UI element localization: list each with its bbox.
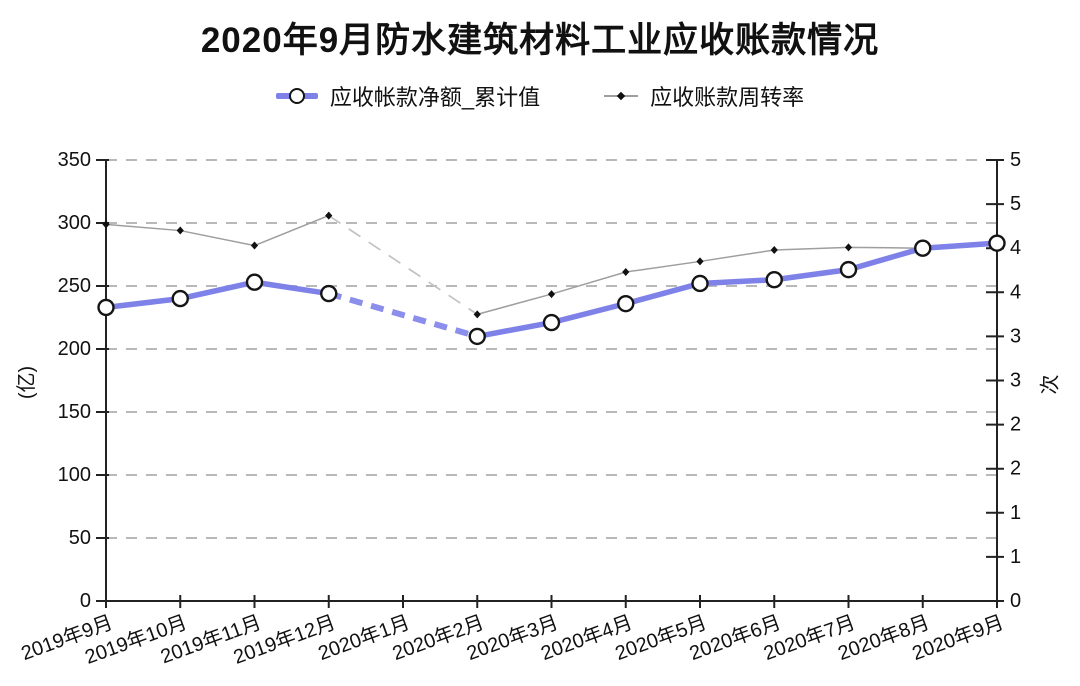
axis-tick-label: 50 xyxy=(69,527,91,549)
open-circle-marker xyxy=(839,260,858,279)
legend: 应收帐款净额_累计值 应收账款周转率 xyxy=(0,80,1080,112)
series-gap-dashed-left xyxy=(327,290,479,340)
open-circle-marker xyxy=(988,234,1006,252)
open-circle-marker xyxy=(320,284,338,303)
open-circle-marker xyxy=(542,313,561,332)
diamond-marker xyxy=(176,226,184,235)
legend-label-turnover: 应收账款周转率 xyxy=(650,85,805,110)
legend-label-net-receivables: 应收帐款净额_累计值 xyxy=(329,85,541,110)
axis-tick-label: 2 xyxy=(1010,458,1021,480)
axis-tick-label: 2 xyxy=(1010,414,1021,436)
axis-tick-label: 1 xyxy=(1010,546,1021,568)
axis-tick-label: 150 xyxy=(58,401,91,423)
diamond-marker xyxy=(325,211,333,220)
diamond-marker xyxy=(770,245,778,254)
open-circle-marker-icon xyxy=(288,88,305,104)
axis-tick-label: 5 xyxy=(1010,149,1021,171)
open-circle-marker xyxy=(468,327,486,346)
series-gap-dashed-right xyxy=(328,214,478,316)
gray-line-dot-icon xyxy=(604,91,639,101)
legend-item-turnover[interactable]: 应收账款周转率 xyxy=(604,80,804,112)
diamond-marker xyxy=(622,268,630,277)
open-circle-marker xyxy=(691,274,709,293)
axis-tick-label: 300 xyxy=(58,212,91,234)
open-circle-marker xyxy=(617,294,635,313)
diamond-marker xyxy=(547,290,556,299)
axis-tick-label: 350 xyxy=(58,149,91,171)
series-line-right xyxy=(105,214,330,247)
open-circle-marker xyxy=(914,239,932,257)
axis-tick-label: 0 xyxy=(1010,590,1021,612)
diamond-marker xyxy=(696,257,704,266)
blue-line-open-circle-icon xyxy=(275,88,318,104)
axis-tick-label: 5 xyxy=(1010,193,1021,215)
axis-tick-label: 3 xyxy=(1010,370,1021,392)
open-circle-marker xyxy=(765,271,783,289)
chart-title: 2020年9月防水建筑材料工业应收账款情况 xyxy=(200,21,880,60)
legend-item-net-receivables[interactable]: 应收帐款净额_累计值 xyxy=(275,80,541,112)
axis-tick-label: 200 xyxy=(58,338,91,360)
open-circle-marker xyxy=(97,298,115,317)
open-circle-marker xyxy=(245,273,264,291)
axis-tick-label: 100 xyxy=(58,464,91,486)
axis-tick-label: 1 xyxy=(1010,502,1021,524)
open-circle-marker xyxy=(171,289,189,308)
diamond-marker xyxy=(844,243,853,252)
series-line-right xyxy=(477,240,998,316)
diamond-marker xyxy=(473,310,481,319)
axis-tick-label: 4 xyxy=(1010,237,1021,259)
series-line-left xyxy=(476,240,998,340)
axis-tick-label: 0 xyxy=(80,590,91,612)
axis-tick-label: 4 xyxy=(1010,281,1021,303)
diamond-marker xyxy=(250,241,259,250)
series-line-left xyxy=(105,279,330,311)
axis-tick-label: 250 xyxy=(58,275,91,297)
diamond-marker xyxy=(102,220,110,229)
axis-tick-label: 3 xyxy=(1010,325,1021,347)
